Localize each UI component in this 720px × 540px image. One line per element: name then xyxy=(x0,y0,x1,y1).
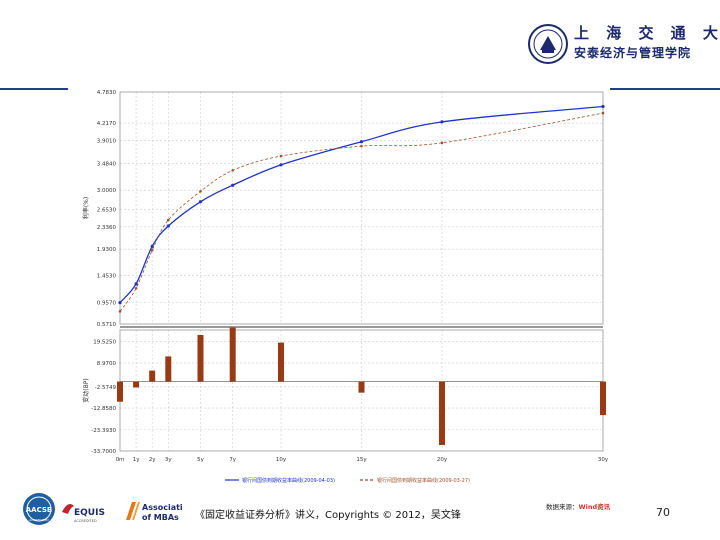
bar xyxy=(278,342,284,382)
bars xyxy=(117,327,606,446)
svg-text:AACSB: AACSB xyxy=(26,506,52,514)
x-tick-label: 30y xyxy=(598,457,608,463)
x-tick-label: 2y xyxy=(149,457,156,463)
bar-y-tick-label: -23.3930 xyxy=(91,428,116,434)
legend-label: 银行间国债到期收益率曲线(2009-03-27) xyxy=(377,477,470,484)
school-name: 安泰经济与管理学院 xyxy=(574,46,692,60)
series-point xyxy=(198,200,203,204)
legend-label: 银行间国债到期收益率曲线(2009-04-03) xyxy=(242,477,335,484)
series-point xyxy=(134,286,138,290)
header-rule-left xyxy=(0,88,68,90)
x-tick-label: 1y xyxy=(133,457,140,463)
series-point xyxy=(134,282,138,286)
y-tick-label: 0.9570 xyxy=(97,301,117,307)
series-point xyxy=(150,248,154,252)
tick-labels: 0.5710 0.9570 1.4530 1.9300 2.3360 2.6530 3.00… xyxy=(82,90,609,463)
x-tick-label: 5y xyxy=(197,457,204,463)
series-point xyxy=(231,183,235,187)
x-tick-label: 3y xyxy=(165,457,172,463)
y-tick-label: 4.7830 xyxy=(97,90,117,96)
y-tick-label: 3.0000 xyxy=(97,188,117,194)
upper-panel-frame xyxy=(119,91,604,325)
equis-logo: EQUIS ACCREDITED xyxy=(62,504,105,523)
data-source-prefix: 数据来源： xyxy=(546,503,579,511)
svg-text:of MBAs: of MBAs xyxy=(142,513,179,522)
legend: 银行间国债到期收益率曲线(2009-04-03) 银行间国债到期收益率曲线(200… xyxy=(225,477,470,484)
series-point xyxy=(359,140,364,144)
x-tick-label: 7y xyxy=(229,457,236,463)
svg-text:ACCREDITED: ACCREDITED xyxy=(74,519,97,523)
points xyxy=(118,104,605,313)
bar xyxy=(133,381,140,388)
x-tick-label: 10y xyxy=(276,457,287,463)
yield-curve-chart: 0.5710 0.9570 1.4530 1.9300 2.3360 2.6530 3.00… xyxy=(82,90,609,484)
x-tick-label: 20y xyxy=(437,457,448,463)
y-tick-label: 3.9010 xyxy=(97,139,117,145)
y-tick-label: 2.3360 xyxy=(97,225,117,231)
svg-text:Association: Association xyxy=(142,503,182,512)
y-tick-label: 4.2170 xyxy=(97,121,117,127)
series-point xyxy=(118,310,122,313)
bar-y-tick-label: 8.9700 xyxy=(97,361,117,367)
series-point xyxy=(150,244,154,248)
university-seal-icon xyxy=(528,24,568,64)
series-point xyxy=(167,218,170,222)
header-rule-right xyxy=(610,88,720,90)
bar-y-tick-label: -33.7000 xyxy=(91,449,116,455)
series-point xyxy=(601,111,605,115)
svg-text:ACCREDITED: ACCREDITED xyxy=(29,518,49,522)
bar xyxy=(229,327,236,382)
bar xyxy=(600,381,606,416)
bar xyxy=(165,356,172,382)
y-tick-label: 2.6530 xyxy=(97,207,117,213)
bar xyxy=(358,381,365,393)
data-source-brand: Wind资讯 xyxy=(578,503,611,511)
series-point xyxy=(440,141,444,145)
bar xyxy=(149,370,156,382)
bar xyxy=(117,381,123,402)
x-tick-label: 0m xyxy=(116,457,125,463)
footer-copyright: 《固定收益证券分析》讲义，Copyrights © 2012，吴文锋 xyxy=(195,510,461,521)
svg-text:EQUIS: EQUIS xyxy=(74,508,105,518)
aacsb-logo: AACSB ACCREDITED xyxy=(23,493,55,525)
page-number: 70 xyxy=(656,506,670,519)
series-point xyxy=(279,163,283,167)
series-point xyxy=(166,224,170,228)
series-point xyxy=(360,144,363,148)
bar xyxy=(439,381,445,446)
y-tick-label: 1.4530 xyxy=(97,273,117,279)
y-axis-label: 利率(%) xyxy=(82,197,90,219)
bar-y-tick-label: 19.5250 xyxy=(93,339,116,345)
series-point xyxy=(199,190,202,193)
bar-y-axis-label: 变动(BP) xyxy=(82,378,90,402)
series-point xyxy=(279,154,283,158)
y-tick-label: 3.4840 xyxy=(97,162,117,168)
bar xyxy=(197,334,204,382)
series-point xyxy=(601,104,605,109)
data-source: 数据来源：Wind资讯 xyxy=(546,501,610,511)
amba-logo: Association of MBAs xyxy=(126,502,182,522)
bar-y-tick-label: -12.8580 xyxy=(91,406,116,412)
series-point xyxy=(118,300,122,305)
y-tick-label: 1.9300 xyxy=(97,247,117,253)
y-tick-label: 0.5710 xyxy=(97,322,117,328)
chart-frame: 0.5710 0.9570 1.4530 1.9300 2.3360 2.6530 3.00… xyxy=(80,90,609,488)
x-tick-label: 15y xyxy=(356,457,367,463)
series-point xyxy=(440,120,444,124)
university-name: 上 海 交 通 大 学 xyxy=(574,24,720,42)
bar-y-tick-label: -2.5749 xyxy=(95,385,117,391)
series-point xyxy=(231,169,234,172)
